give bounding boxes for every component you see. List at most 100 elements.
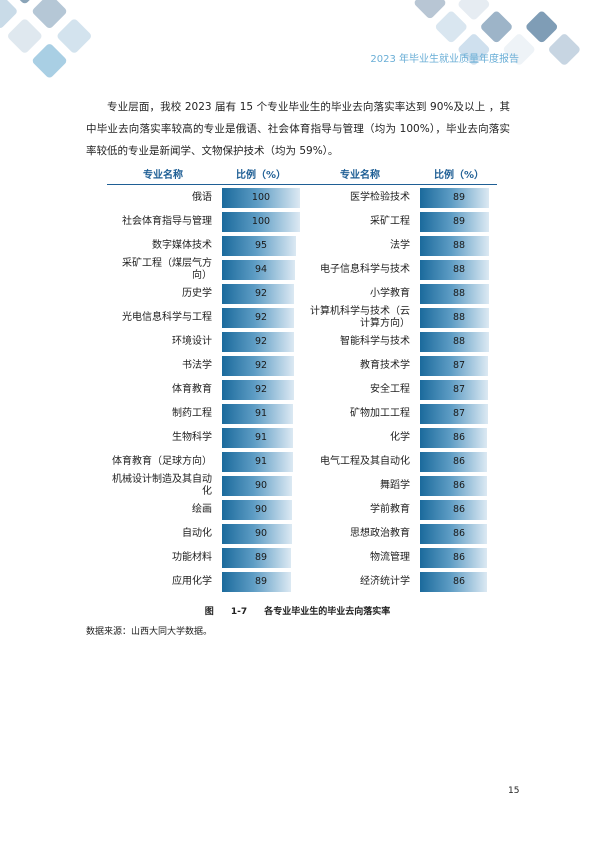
rate-bar <box>420 212 490 232</box>
rate-bar <box>222 404 293 424</box>
major-name: 体育教育（足球方向） <box>112 456 212 467</box>
rate-bar <box>420 428 488 448</box>
paragraph: 专业层面，我校 2023 届有 15 个专业毕业生的毕业去向落实率达到 90%及… <box>86 101 510 157</box>
major-name: 小学教育 <box>370 288 410 299</box>
major-name: 采矿工程（煤层气方向） <box>122 258 212 281</box>
major-name: 环境设计 <box>172 336 212 347</box>
rate-bar <box>420 284 489 304</box>
rate-value: 92 <box>254 288 268 299</box>
major-name: 安全工程 <box>370 384 410 395</box>
major-name: 绘画 <box>192 504 212 515</box>
rate-bar <box>222 476 293 496</box>
rate-bar <box>222 452 293 472</box>
header-rule <box>107 184 497 185</box>
rate-bar <box>420 404 488 424</box>
rate-bar <box>420 548 488 568</box>
caption: 图 1-7 各专业毕业生的毕业去向落实率 <box>204 607 391 617</box>
major-name: 采矿工程 <box>370 216 410 227</box>
rate-value: 91 <box>254 456 268 467</box>
rate-value: 90 <box>254 504 268 515</box>
rate-value: 86 <box>452 552 466 563</box>
major-name: 电气工程及其自动化 <box>320 456 410 467</box>
major-name: 医学检验技术 <box>350 192 410 203</box>
major-name: 机械设计制造及其自动化 <box>112 474 212 497</box>
rate-value: 86 <box>452 432 466 443</box>
rate-value: 91 <box>254 408 268 419</box>
rate-bar <box>222 548 292 568</box>
major-name: 应用化学 <box>172 576 212 587</box>
rate-value: 95 <box>254 240 268 251</box>
major-name: 教育技术学 <box>360 360 410 371</box>
major-name: 书法学 <box>182 360 212 371</box>
rate-value: 86 <box>452 576 466 587</box>
major-name: 电子信息科学与技术 <box>320 264 410 275</box>
rate-value: 100 <box>251 216 271 227</box>
decoration <box>0 0 580 78</box>
column-header: 专业名称 <box>340 170 380 181</box>
rate-value: 90 <box>254 528 268 539</box>
rate-bar <box>420 524 488 544</box>
rate-bar <box>420 452 488 472</box>
major-name: 制药工程 <box>172 408 212 419</box>
major-name: 体育教育 <box>172 384 212 395</box>
rate-bar <box>420 188 490 208</box>
rate-value: 87 <box>452 384 466 395</box>
rate-bar <box>222 524 293 544</box>
rate-value: 92 <box>254 336 268 347</box>
rate-bar <box>420 476 488 496</box>
rate-bar <box>222 284 294 304</box>
rate-value: 87 <box>452 360 466 371</box>
major-name: 矿物加工工程 <box>350 408 410 419</box>
rate-bar <box>420 380 488 400</box>
rate-bar <box>420 500 488 520</box>
rate-value: 86 <box>452 528 466 539</box>
major-name: 光电信息科学与工程 <box>122 312 212 323</box>
major-name: 智能科学与技术 <box>340 336 410 347</box>
major-name: 经济统计学 <box>360 576 410 587</box>
rate-value: 86 <box>452 456 466 467</box>
rate-value: 88 <box>452 288 466 299</box>
rate-bar <box>222 500 293 520</box>
rate-bar <box>222 236 297 256</box>
rate-value: 88 <box>452 240 466 251</box>
major-name: 法学 <box>390 240 410 251</box>
major-name: 生物科学 <box>172 432 212 443</box>
rate-value: 92 <box>254 360 268 371</box>
rate-bar <box>222 188 300 208</box>
rate-bar <box>222 212 300 232</box>
rate-value: 91 <box>254 432 268 443</box>
rate-value: 94 <box>254 264 268 275</box>
major-name: 学前教育 <box>370 504 410 515</box>
rate-bar <box>222 260 296 280</box>
rate-value: 89 <box>452 216 466 227</box>
major-name: 历史学 <box>182 288 212 299</box>
rate-bar <box>420 572 488 592</box>
rate-bar <box>222 356 294 376</box>
rate-value: 92 <box>254 384 268 395</box>
rate-bar <box>420 260 489 280</box>
column-header: 比例（%） <box>235 170 287 181</box>
rate-bar <box>222 428 293 448</box>
column-header: 比例（%） <box>433 170 485 181</box>
rate-value: 88 <box>452 264 466 275</box>
rate-value: 89 <box>254 552 268 563</box>
major-name: 思想政治教育 <box>350 528 410 539</box>
rate-bar <box>420 332 489 352</box>
rate-bar <box>222 380 294 400</box>
rate-value: 88 <box>452 336 466 347</box>
rate-value: 88 <box>452 312 466 323</box>
column-header: 专业名称 <box>143 170 183 181</box>
running-header: 2023 年毕业生就业质量年度报告 <box>370 54 519 65</box>
rate-bar <box>420 236 489 256</box>
source: 数据来源：山西大同大学数据。 <box>86 627 213 637</box>
major-name: 舞蹈学 <box>380 480 410 491</box>
major-name: 物流管理 <box>370 552 410 563</box>
rate-bar <box>420 308 489 328</box>
rate-bar <box>222 572 292 592</box>
rate-bar <box>222 332 294 352</box>
rate-value: 87 <box>452 408 466 419</box>
rate-value: 90 <box>254 480 268 491</box>
rate-value: 86 <box>452 480 466 491</box>
rate-value: 86 <box>452 504 466 515</box>
